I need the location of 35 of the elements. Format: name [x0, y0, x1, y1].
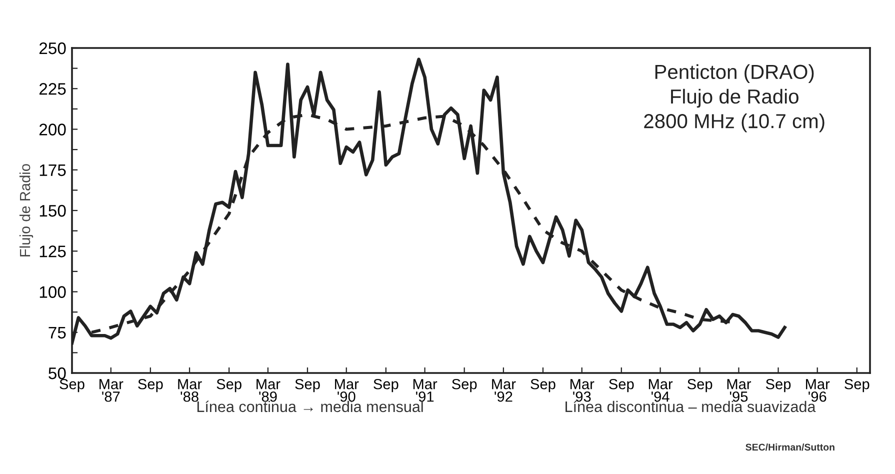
x-tick-label: Mar '92	[492, 379, 516, 402]
x-tick-label: Mar '91	[413, 379, 438, 402]
x-tick-label: Sep	[216, 378, 242, 392]
y-tick-label: 225	[39, 83, 66, 95]
x-tick-label: Sep	[688, 378, 712, 392]
x-tick-label: Mar '87	[100, 379, 124, 402]
x-tick-label: Mar '88	[178, 379, 202, 402]
y-tick-label: 250	[39, 42, 66, 54]
x-tick-label: Sep	[138, 378, 163, 392]
x-tick-label: Sep	[609, 378, 634, 392]
x-tick-label: Mar '94	[648, 379, 673, 402]
x-tick-label: Sep	[844, 378, 870, 392]
y-tick-label: 100	[40, 286, 66, 298]
text: Línea continua → media mensual	[197, 400, 423, 412]
y-tick-label: 175	[40, 164, 66, 176]
x-tick-label: Sep	[452, 378, 477, 392]
text: Penticton (DRAO) Flujo de Radio 2800 MHz (10.7 cm)	[644, 64, 824, 132]
x-tick-label: Sep	[374, 378, 398, 392]
x-tick-label: Sep	[766, 378, 791, 392]
x-tick-label: Mar '95	[727, 379, 752, 402]
x-tick-label: Mar '89	[256, 379, 280, 402]
y-axis-title: Flujo de Radio	[19, 164, 34, 256]
x-tick-label: Sep	[530, 378, 556, 392]
x-tick-label: Mar '93	[570, 379, 594, 402]
y-tick-label: 150	[40, 204, 66, 217]
text: Línea discontinua – media suavizada	[566, 400, 816, 412]
y-tick-label: 50	[48, 367, 66, 380]
x-tick-label: Sep	[295, 378, 320, 392]
x-tick-label: Mar '96	[806, 379, 830, 402]
y-tick-label: 75	[48, 326, 66, 339]
y-tick-label: 200	[39, 124, 66, 136]
text: SEC/Hirman/Sutton	[746, 443, 834, 451]
x-tick-label: Mar '90	[335, 379, 359, 402]
y-tick-label: 125	[40, 246, 66, 258]
x-tick-label: Sep	[60, 378, 84, 392]
